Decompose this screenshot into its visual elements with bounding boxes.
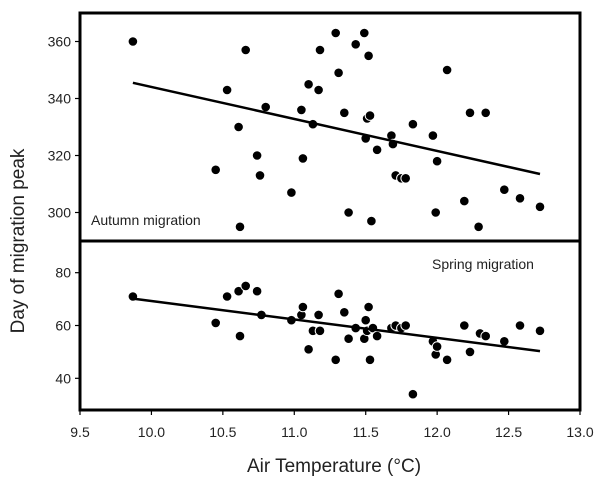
data-point <box>499 184 510 195</box>
y-tick-label: 60 <box>55 318 71 334</box>
spring-trendline <box>132 297 541 353</box>
spring-panel: 40 60 80 Spring migration <box>55 239 582 412</box>
y-axis-title: Day of migration peak <box>8 148 29 333</box>
data-point <box>313 309 324 321</box>
data-point <box>330 27 342 39</box>
autumn-points <box>127 27 546 233</box>
data-point <box>359 27 370 39</box>
data-point <box>251 150 263 161</box>
x-tick-label: 12.5 <box>495 424 522 440</box>
data-point <box>240 44 251 56</box>
data-point <box>464 346 476 358</box>
spring-y-axis: 40 60 80 <box>55 265 80 386</box>
data-point <box>330 354 342 366</box>
data-point <box>473 221 484 233</box>
data-point <box>313 84 324 96</box>
data-point <box>431 341 443 352</box>
y-tick-label: 360 <box>48 34 72 50</box>
x-tick-label: 13.0 <box>566 424 593 440</box>
data-point <box>210 164 221 176</box>
data-point <box>464 107 476 119</box>
data-point <box>234 221 246 233</box>
data-point <box>514 320 526 331</box>
data-point <box>296 104 307 116</box>
data-point <box>407 388 419 400</box>
data-point <box>514 193 526 204</box>
data-point <box>343 207 354 218</box>
y-tick-label: 300 <box>48 205 72 221</box>
data-point <box>459 320 470 331</box>
autumn-panel-label: Autumn migration <box>91 212 201 228</box>
y-tick-label: 320 <box>48 148 72 164</box>
data-point <box>441 64 453 76</box>
data-point <box>127 36 139 47</box>
data-point <box>333 67 344 79</box>
x-tick-label: 11.0 <box>281 424 307 440</box>
data-point <box>297 301 309 313</box>
data-point <box>534 201 546 213</box>
y-tick-label: 340 <box>48 91 72 107</box>
data-point <box>260 101 272 113</box>
data-point <box>366 215 377 227</box>
x-axis: 9.5 10.0 10.5 11.0 11.5 12.0 12.5 13.0 <box>70 410 594 440</box>
data-point <box>364 354 376 366</box>
x-tick-label: 10.0 <box>138 424 165 440</box>
data-point <box>303 79 314 90</box>
data-point <box>240 280 251 292</box>
data-point <box>233 285 244 297</box>
data-point <box>534 325 546 337</box>
data-point <box>303 344 314 355</box>
data-point <box>427 130 439 141</box>
data-point <box>371 144 383 156</box>
data-point <box>339 307 350 318</box>
data-point <box>364 110 376 121</box>
data-point <box>233 121 244 133</box>
autumn-y-axis: 300 320 340 360 <box>48 34 80 221</box>
data-point <box>297 153 309 164</box>
data-point <box>251 285 263 297</box>
y-tick-label: 80 <box>55 265 71 281</box>
data-point <box>371 330 383 342</box>
data-point <box>363 301 374 313</box>
data-point <box>210 317 221 329</box>
data-point <box>431 155 443 167</box>
data-point <box>314 44 326 56</box>
data-point <box>407 118 419 130</box>
data-point <box>234 330 246 342</box>
data-point <box>286 187 297 198</box>
x-axis-title: Air Temperature (°C) <box>247 456 421 477</box>
autumn-trendline <box>132 81 541 176</box>
data-point <box>314 325 326 337</box>
y-tick-label: 40 <box>55 370 71 386</box>
data-point <box>459 195 470 207</box>
x-tick-label: 11.5 <box>353 424 379 440</box>
spring-panel-label: Spring migration <box>432 256 534 272</box>
data-point <box>400 320 412 331</box>
data-point <box>333 288 344 300</box>
data-point <box>441 354 453 366</box>
data-point <box>254 170 266 181</box>
data-point <box>339 107 350 119</box>
data-point <box>480 107 492 119</box>
data-point <box>430 207 442 218</box>
x-tick-label: 12.0 <box>424 424 451 440</box>
data-point <box>400 173 412 184</box>
spring-panel-frame <box>78 239 582 412</box>
x-tick-label: 9.5 <box>70 424 90 440</box>
data-point <box>360 314 372 326</box>
data-point <box>221 291 233 302</box>
data-point <box>343 333 354 345</box>
data-point <box>480 330 492 342</box>
x-tick-label: 10.5 <box>209 424 236 440</box>
data-point <box>499 336 510 347</box>
data-point <box>350 39 362 50</box>
data-point <box>221 84 233 96</box>
data-point <box>363 50 374 62</box>
